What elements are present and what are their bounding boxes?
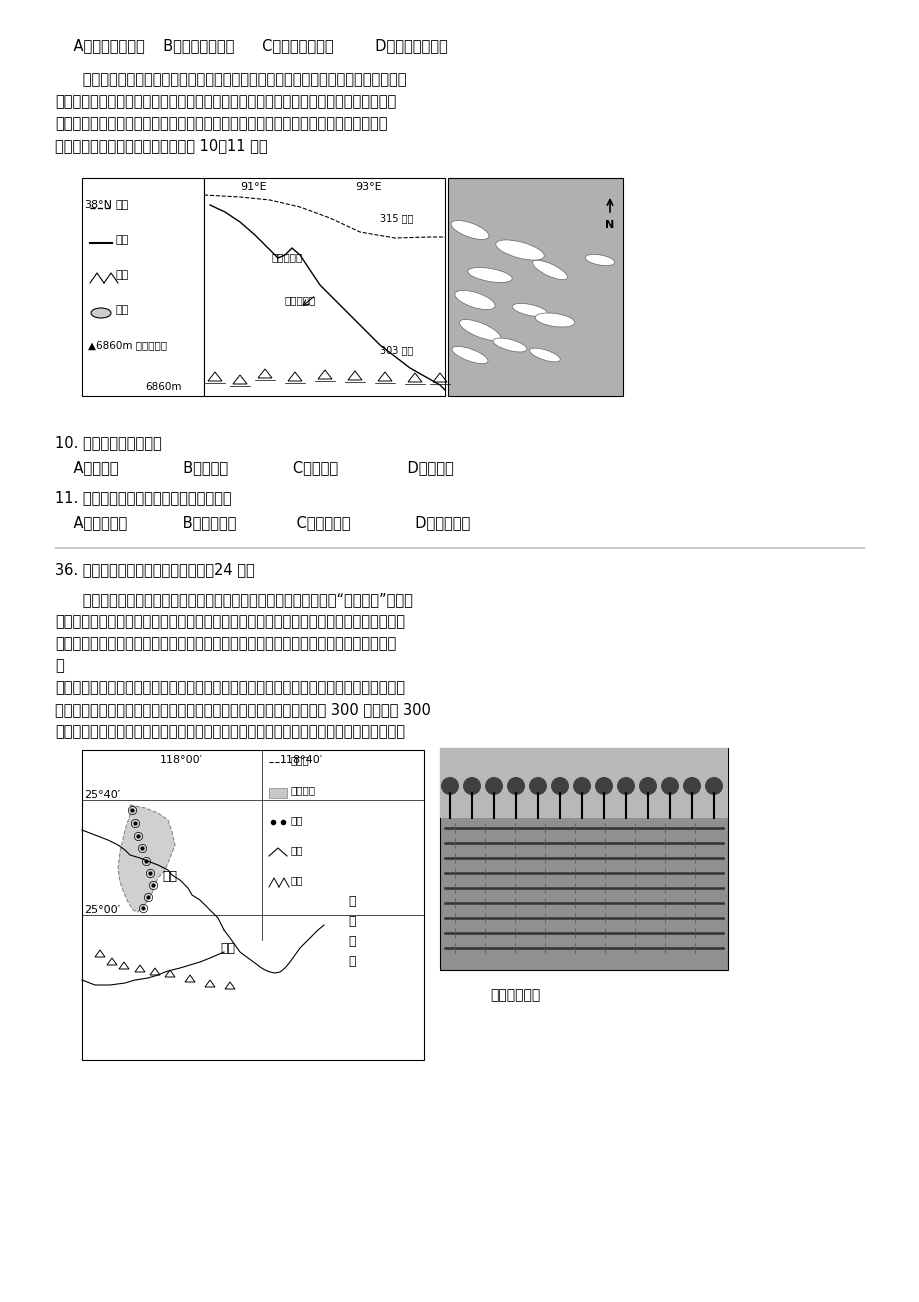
Circle shape bbox=[484, 777, 503, 796]
Text: ▲6860m 山峰及海拔: ▲6860m 山峰及海拔 bbox=[88, 340, 167, 350]
Ellipse shape bbox=[535, 312, 574, 327]
Text: A．地壳下陷            B．降水增加             C．气温升高              D．植被增多: A．地壳下陷 B．降水增加 C．气温升高 D．植被增多 bbox=[55, 516, 470, 530]
Text: 利: 利 bbox=[55, 658, 63, 673]
Text: 用电烘房、电气化制香设备制香，推出了更多适应市场需求的高端香制品，一些有着驱蚊、: 用电烘房、电气化制香设备制香，推出了更多适应市场需求的高端香制品，一些有着驱蚊、 bbox=[55, 680, 404, 695]
Circle shape bbox=[682, 777, 700, 796]
Text: 多种，一批与蝌香研发、生产相关的企业不断在永春集聚。下图示意永春位置及晨香场景。: 多种，一批与蝌香研发、生产相关的企业不断在永春集聚。下图示意永春位置及晨香场景。 bbox=[55, 724, 404, 740]
Text: 雅丹地貌泛指干旱地区的河湖相土状沉积物所形成的地面，常在定向风沿裂隙不断吹: 雅丹地貌泛指干旱地区的河湖相土状沉积物所形成的地面，常在定向风沿裂隙不断吹 bbox=[55, 72, 406, 87]
Bar bbox=[82, 750, 424, 1060]
Ellipse shape bbox=[451, 346, 487, 363]
Ellipse shape bbox=[459, 319, 500, 341]
Ellipse shape bbox=[529, 348, 560, 362]
Text: 海: 海 bbox=[347, 935, 355, 948]
Text: 6860m: 6860m bbox=[145, 381, 181, 392]
Circle shape bbox=[660, 777, 678, 796]
Text: 城市: 城市 bbox=[290, 815, 303, 825]
Text: 河流: 河流 bbox=[290, 845, 303, 855]
Polygon shape bbox=[118, 805, 175, 911]
Text: 区县范围: 区县范围 bbox=[290, 785, 315, 796]
Text: 公路: 公路 bbox=[116, 201, 129, 210]
Text: 93°E: 93°E bbox=[355, 182, 381, 191]
Text: 蚀下，形成的相间排列土帩和沟槽地貌组合。位于青海省海西州的东台吉乃尔湖，因为近: 蚀下，形成的相间排列土帩和沟槽地貌组合。位于青海省海西州的东台吉乃尔湖，因为近 bbox=[55, 94, 396, 109]
Text: 福建省永春县是闽南著名侨乡，境内多山，因其制香历史悠久，有“中国香都”之称。: 福建省永春县是闽南著名侨乡，境内多山，因其制香历史悠久，有“中国香都”之称。 bbox=[55, 592, 413, 607]
Text: 湾: 湾 bbox=[347, 915, 355, 928]
Circle shape bbox=[528, 777, 547, 796]
Circle shape bbox=[440, 777, 459, 796]
Circle shape bbox=[462, 777, 481, 796]
Text: 西台吉乃尔: 西台吉乃尔 bbox=[272, 253, 303, 262]
Circle shape bbox=[573, 777, 590, 796]
Text: 山地: 山地 bbox=[290, 875, 303, 885]
Text: 118°00′: 118°00′ bbox=[160, 755, 203, 766]
Bar bbox=[268, 788, 287, 798]
Text: 91°E: 91°E bbox=[240, 182, 267, 191]
Bar bbox=[439, 749, 727, 970]
Text: 38°N: 38°N bbox=[84, 201, 112, 210]
Text: 118°40′: 118°40′ bbox=[279, 755, 323, 766]
Circle shape bbox=[704, 777, 722, 796]
Text: 36. 阅读图文资料，完成下列要求。（24 分）: 36. 阅读图文资料，完成下列要求。（24 分） bbox=[55, 562, 255, 577]
Text: 地区界: 地区界 bbox=[290, 755, 310, 766]
Text: A．茂草容易腐烂    B．地震破坏墙体      C．大风吹翻屋顶         D．暴雨冲毁泥墙: A．茂草容易腐烂 B．地震破坏墙体 C．大风吹翻屋顶 D．暴雨冲毁泥墙 bbox=[55, 38, 448, 53]
Text: 年来湖泊面积变化，形成了蔚为壮观的水上雅丹地貌景观。下图为东台吉乃尔湖位置示: 年来湖泊面积变化，形成了蔚为壮观的水上雅丹地貌景观。下图为东台吉乃尔湖位置示 bbox=[55, 116, 387, 132]
Text: 湖泊: 湖泊 bbox=[116, 305, 129, 315]
Text: 11. 该地水上雅丹地貌景观的出现，反映了: 11. 该地水上雅丹地貌景观的出现，反映了 bbox=[55, 490, 232, 505]
Ellipse shape bbox=[467, 267, 512, 283]
Ellipse shape bbox=[495, 240, 544, 260]
Circle shape bbox=[595, 777, 612, 796]
Text: A．西南风              B．西北风              C．东南风               D．东北风: A．西南风 B．西北风 C．东南风 D．东北风 bbox=[55, 460, 453, 475]
Ellipse shape bbox=[91, 309, 111, 318]
Text: 10. 图中常年盛行风向为: 10. 图中常年盛行风向为 bbox=[55, 435, 162, 450]
Circle shape bbox=[550, 777, 568, 796]
Bar bbox=[448, 178, 622, 396]
Text: 台: 台 bbox=[347, 894, 355, 907]
Text: 蝌香（又名神香）以几百种中药材和永春优质毛麻竹做原料，采用传统工艺手工制作，具有: 蝌香（又名神香）以几百种中药材和永春优质毛麻竹做原料，采用传统工艺手工制作，具有 bbox=[55, 615, 404, 629]
Ellipse shape bbox=[454, 290, 494, 310]
Text: 303 省道: 303 省道 bbox=[380, 345, 413, 355]
Text: 永春: 永春 bbox=[162, 870, 176, 883]
Ellipse shape bbox=[493, 339, 527, 352]
Circle shape bbox=[506, 777, 525, 796]
Text: 意与水上雅丹地貌景观图，据此完成 10～11 题。: 意与水上雅丹地貌景观图，据此完成 10～11 题。 bbox=[55, 138, 267, 154]
Text: N: N bbox=[605, 220, 614, 230]
Text: 25°40′: 25°40′ bbox=[84, 790, 120, 799]
Bar bbox=[439, 749, 727, 818]
Text: 外观精美、香型优异、清新抑菌、医疗功效、点燃性好、保存期佳等特点。近年来，该县: 外观精美、香型优异、清新抑菌、医疗功效、点燃性好、保存期佳等特点。近年来，该县 bbox=[55, 635, 396, 651]
Circle shape bbox=[639, 777, 656, 796]
Text: 永春晨香场景: 永春晨香场景 bbox=[490, 988, 539, 1003]
Bar bbox=[204, 178, 445, 396]
Text: 养生功能的香制品畅销日本和东南亚市场。目前，全县共有制香企业近 300 家，产品 300: 养生功能的香制品畅销日本和东南亚市场。目前，全县共有制香企业近 300 家，产品… bbox=[55, 702, 430, 717]
Text: 25°00′: 25°00′ bbox=[84, 905, 120, 915]
Text: 峡: 峡 bbox=[347, 954, 355, 967]
Text: 315 国道: 315 国道 bbox=[380, 214, 413, 223]
Ellipse shape bbox=[584, 254, 614, 266]
Text: 泉州: 泉州 bbox=[220, 943, 234, 954]
Text: 东台吉乃尔: 东台吉乃尔 bbox=[285, 296, 316, 305]
Ellipse shape bbox=[512, 303, 547, 316]
Bar bbox=[82, 178, 204, 396]
Text: 河流: 河流 bbox=[116, 234, 129, 245]
Circle shape bbox=[617, 777, 634, 796]
Ellipse shape bbox=[450, 220, 488, 240]
Text: 山脉: 山脉 bbox=[116, 270, 129, 280]
Ellipse shape bbox=[532, 260, 567, 280]
